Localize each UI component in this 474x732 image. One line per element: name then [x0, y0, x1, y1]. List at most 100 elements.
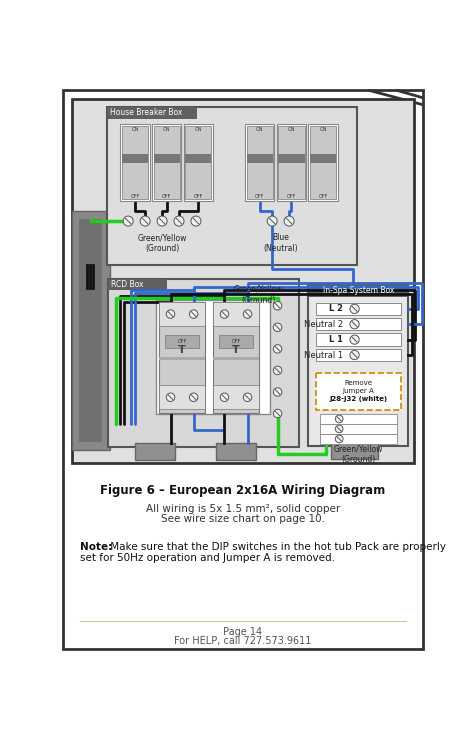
Text: T: T: [178, 345, 186, 354]
Bar: [219, 335, 253, 348]
Circle shape: [267, 216, 277, 226]
Text: Neutral 1: Neutral 1: [304, 351, 343, 359]
Bar: [309, 284, 409, 296]
Bar: [156, 300, 270, 414]
Text: OFF: OFF: [231, 340, 241, 344]
Bar: [316, 349, 401, 361]
Text: For HELP, call 727.573.9611: For HELP, call 727.573.9611: [174, 636, 311, 646]
Circle shape: [190, 393, 198, 401]
Bar: [165, 335, 199, 348]
Text: House Breaker Box: House Breaker Box: [109, 108, 182, 117]
Bar: [247, 154, 273, 163]
Bar: [277, 124, 306, 201]
Bar: [183, 124, 213, 201]
Bar: [216, 443, 256, 460]
Bar: [320, 425, 397, 433]
Bar: [213, 357, 259, 359]
Bar: [159, 385, 205, 409]
Circle shape: [140, 216, 150, 226]
Circle shape: [243, 393, 252, 401]
Circle shape: [220, 310, 228, 318]
Bar: [107, 107, 357, 265]
Circle shape: [350, 320, 359, 329]
Bar: [320, 434, 397, 444]
Circle shape: [350, 351, 359, 359]
Text: In-Spa System Box: In-Spa System Box: [323, 286, 394, 295]
Circle shape: [350, 335, 359, 344]
Text: J28-J32 (white): J28-J32 (white): [329, 396, 387, 402]
Circle shape: [350, 305, 359, 313]
Circle shape: [273, 366, 282, 375]
Circle shape: [273, 323, 282, 332]
Circle shape: [166, 393, 175, 401]
Bar: [331, 442, 378, 459]
Text: Jumper A: Jumper A: [343, 388, 374, 394]
Circle shape: [243, 310, 252, 318]
Text: ON: ON: [319, 127, 327, 132]
Text: OFF: OFF: [255, 194, 264, 198]
Text: L 1: L 1: [329, 335, 343, 344]
Text: Figure 6 – European 2x16A Wiring Diagram: Figure 6 – European 2x16A Wiring Diagram: [100, 485, 385, 497]
Text: Remove: Remove: [345, 381, 373, 386]
Bar: [108, 279, 299, 447]
Bar: [122, 126, 148, 200]
Bar: [107, 107, 198, 119]
Text: Note:: Note:: [80, 542, 112, 552]
Bar: [154, 126, 180, 200]
Text: ON: ON: [194, 127, 202, 132]
Text: See wire size chart on page 10.: See wire size chart on page 10.: [161, 515, 325, 524]
Circle shape: [166, 310, 175, 318]
Text: set for 50Hz operation and Jumper A is removed.: set for 50Hz operation and Jumper A is r…: [80, 553, 335, 563]
Bar: [309, 284, 409, 446]
Text: ON: ON: [288, 127, 295, 132]
Circle shape: [335, 425, 343, 433]
Circle shape: [174, 216, 184, 226]
Circle shape: [191, 216, 201, 226]
Circle shape: [273, 388, 282, 396]
Circle shape: [157, 216, 167, 226]
Bar: [316, 318, 401, 330]
Text: Make sure that the DIP switches in the hot tub Pack are properly: Make sure that the DIP switches in the h…: [107, 542, 446, 552]
Bar: [159, 302, 205, 413]
Circle shape: [284, 216, 294, 226]
Text: OFF: OFF: [177, 340, 187, 344]
Bar: [185, 154, 211, 163]
Text: OFF: OFF: [287, 194, 296, 198]
Circle shape: [335, 415, 343, 423]
Text: OFF: OFF: [130, 194, 140, 198]
Bar: [122, 154, 148, 163]
Bar: [310, 154, 336, 163]
Bar: [135, 443, 175, 460]
Circle shape: [335, 435, 343, 443]
Bar: [72, 100, 414, 463]
Text: ON: ON: [131, 127, 139, 132]
Text: Blue
(Neutral): Blue (Neutral): [264, 234, 298, 253]
Bar: [72, 211, 110, 449]
Text: Neutral 2: Neutral 2: [304, 320, 343, 329]
Bar: [247, 126, 273, 200]
Bar: [213, 302, 259, 413]
Text: RCD Box: RCD Box: [111, 280, 144, 289]
Text: Green/Yellow
(Ground): Green/Yellow (Ground): [137, 234, 187, 253]
Bar: [79, 219, 102, 442]
Circle shape: [273, 409, 282, 418]
Text: Green/Yellow
(Ground): Green/Yellow (Ground): [234, 285, 283, 305]
Circle shape: [273, 345, 282, 353]
Bar: [316, 302, 401, 315]
Bar: [309, 124, 337, 201]
Bar: [120, 124, 150, 201]
Circle shape: [123, 216, 133, 226]
Bar: [310, 126, 336, 200]
Text: Green/Yellow
(Ground): Green/Yellow (Ground): [334, 444, 383, 464]
Text: Page 14: Page 14: [223, 627, 263, 637]
Bar: [159, 357, 205, 359]
Bar: [278, 126, 304, 200]
Text: L 2: L 2: [329, 305, 343, 313]
Text: OFF: OFF: [162, 194, 171, 198]
Bar: [278, 154, 304, 163]
Text: OFF: OFF: [194, 194, 203, 198]
Circle shape: [273, 302, 282, 310]
Bar: [152, 124, 182, 201]
Bar: [320, 414, 397, 424]
Text: OFF: OFF: [319, 194, 328, 198]
